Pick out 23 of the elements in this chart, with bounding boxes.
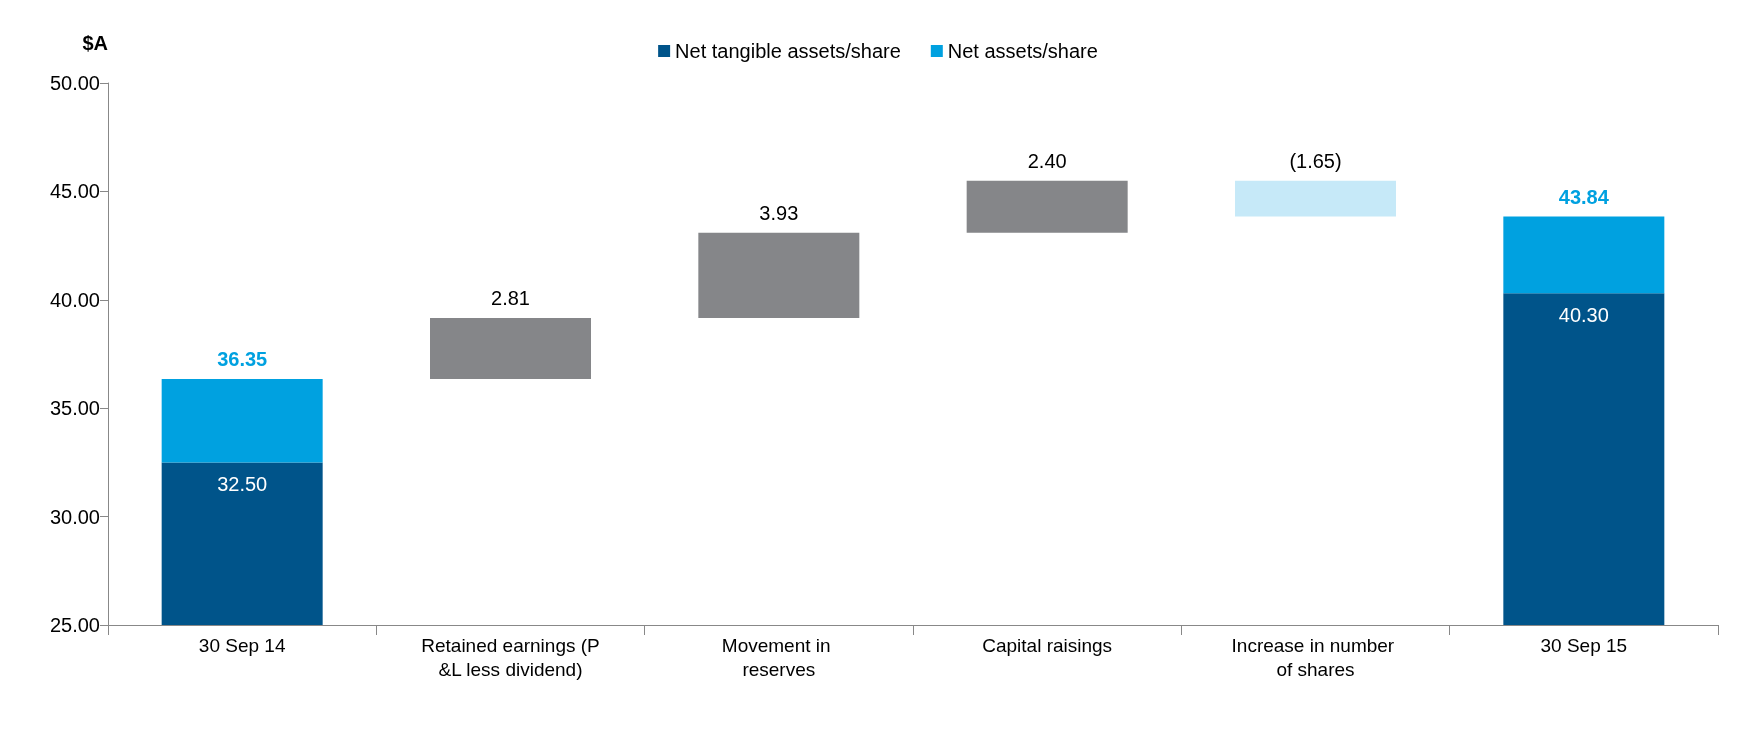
x-tick-label: Retained earnings (P&L less dividend) — [421, 634, 600, 680]
data-label: (1.65) — [1289, 149, 1342, 172]
legend-label: Net assets/share — [947, 40, 1098, 62]
total-label: 43.84 — [1558, 185, 1610, 208]
y-tick-label: 25.00 — [49, 614, 100, 636]
y-tick-label: 50.00 — [49, 72, 100, 94]
data-label: 3.93 — [759, 201, 799, 224]
y-tick-label: 30.00 — [49, 505, 100, 528]
data-label: 2.40 — [1027, 149, 1067, 172]
x-tick-label: Movement in reserves — [721, 634, 836, 680]
data-label: 32.50 — [217, 473, 268, 496]
x-tick-label: 30 Sep 14 — [198, 634, 286, 656]
x-tick-label: 30 Sep 15 — [1540, 634, 1628, 656]
x-tick-label: Capital raisings — [982, 634, 1113, 656]
y-tick-label: 35.00 — [49, 397, 100, 420]
data-label: 2.81 — [491, 287, 530, 310]
y-tick-label: 45.00 — [49, 180, 100, 203]
x-tick-label: Increase in number of shares — [1231, 634, 1400, 680]
total-label: 36.35 — [217, 347, 268, 370]
data-label: 40.30 — [1558, 304, 1609, 327]
legend-label: Net tangible assets/share — [675, 40, 901, 62]
y-tick-label: 40.00 — [49, 288, 100, 311]
y-axis-title: $A — [82, 32, 108, 54]
